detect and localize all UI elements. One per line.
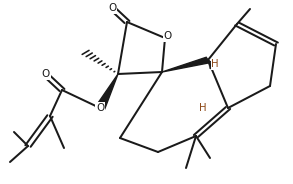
Text: H: H xyxy=(199,103,207,113)
Polygon shape xyxy=(162,57,210,72)
Text: O: O xyxy=(42,69,50,79)
Text: O: O xyxy=(164,31,172,41)
Polygon shape xyxy=(95,74,118,109)
Text: H: H xyxy=(211,59,219,69)
Text: O: O xyxy=(108,3,116,13)
Text: O: O xyxy=(96,103,104,113)
